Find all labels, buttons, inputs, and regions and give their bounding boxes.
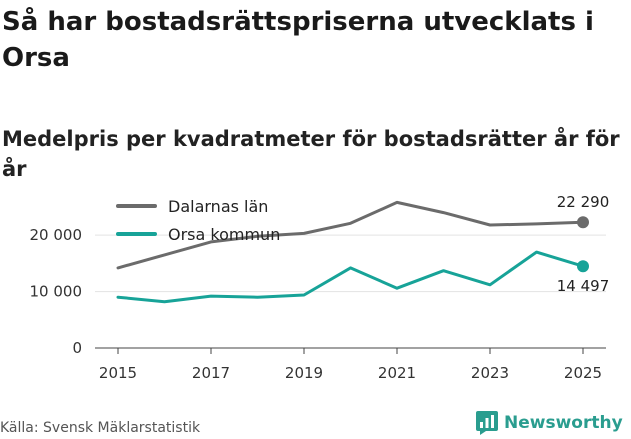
- series-end-label-1: 14 497: [557, 277, 610, 295]
- legend-label-0: Dalarnas län: [168, 197, 268, 216]
- source-note: Källa: Svensk Mäklarstatistik: [0, 420, 201, 436]
- series-end-marker-0[interactable]: [577, 216, 589, 229]
- x-tick-label: 2025: [564, 364, 602, 382]
- chart-title: Så har bostadsrättspriserna utvecklats i…: [2, 7, 594, 73]
- x-tick-label: 2017: [192, 364, 230, 382]
- x-tick-label: 2015: [99, 364, 137, 382]
- newsworthy-logo-icon: [476, 411, 498, 435]
- x-tick-label: 2023: [471, 364, 509, 382]
- line-chart: 0 10 000 20 000 2015 2017 2019 2021 2023 2025 22 …: [30, 193, 610, 382]
- y-tick-label: 0: [72, 339, 82, 357]
- chart-subtitle: Medelpris per kvadratmeter för bostadsrä…: [2, 127, 620, 181]
- legend-label-1: Orsa kommun: [168, 225, 280, 244]
- x-tick-label: 2021: [378, 364, 416, 382]
- brand-name: Newsworthy: [504, 413, 623, 433]
- y-tick-label: 10 000: [30, 283, 83, 301]
- x-tick-label: 2019: [285, 364, 323, 382]
- series-end-label-0: 22 290: [557, 193, 610, 211]
- y-tick-label: 20 000: [30, 226, 83, 244]
- series-end-marker-1[interactable]: [577, 260, 589, 273]
- brand-logo-block[interactable]: Newsworthy: [476, 408, 623, 438]
- series-line-0[interactable]: [116, 200, 585, 270]
- series-line-1[interactable]: [116, 250, 585, 304]
